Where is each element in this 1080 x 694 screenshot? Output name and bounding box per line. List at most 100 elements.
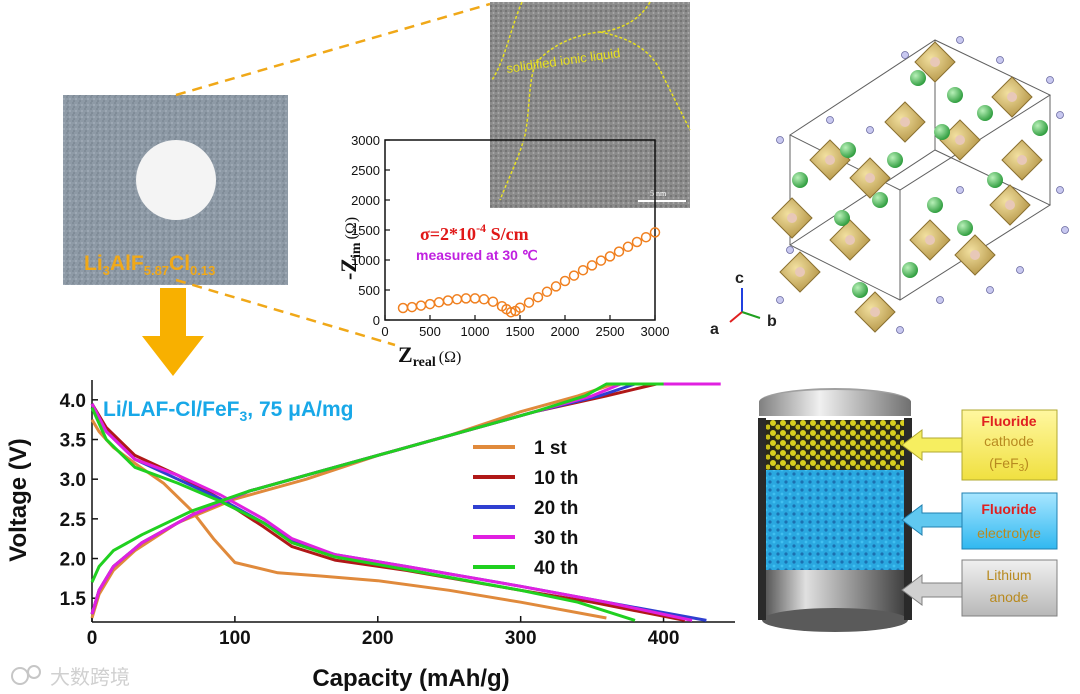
impedance-point <box>487 296 499 307</box>
impedance-axes: 0 500 1000 1500 2000 2500 3000 0 500 1000 1500 2000… <box>351 133 669 339</box>
fluorine-atom <box>1056 111 1064 119</box>
metal-atom <box>845 235 855 245</box>
impedance-point <box>505 306 517 318</box>
legend-label: 1 st <box>534 438 567 459</box>
li-atom <box>872 192 888 208</box>
impedance-point <box>523 297 535 308</box>
voltage-discharge-line <box>90 403 693 622</box>
impedance-point <box>451 294 463 305</box>
impedance-point <box>415 300 427 311</box>
electrolyte-layer <box>762 470 908 570</box>
callout-cathode-title: Fluoride <box>981 413 1036 429</box>
voltage-discharge-line <box>90 407 636 622</box>
pellet-disc <box>136 140 216 220</box>
impedance-points <box>397 227 661 318</box>
impedance-point <box>442 295 454 306</box>
legend-label: 20 th <box>534 498 578 519</box>
voltage-discharge-line <box>90 403 686 622</box>
voltage-chart: 0 100 200 300 400 1.5 2.0 2.5 3.0 3.5 4.0 1 st 10 t… <box>5 380 735 692</box>
down-arrow-icon <box>142 288 204 376</box>
li-atom <box>887 152 903 168</box>
impedance-point <box>478 294 490 305</box>
callout-electrolyte: Fluoride electrolyte <box>901 492 1058 550</box>
metal-atom <box>930 57 940 67</box>
li-atom <box>902 262 918 278</box>
axis-triad-icon: c b a <box>710 270 777 338</box>
li-atom <box>957 220 973 236</box>
impedance-point <box>532 291 544 303</box>
legend-label: 40 th <box>534 558 578 579</box>
voltage-ylabel: Voltage (V) <box>5 438 32 562</box>
voltage-chart-title: Li/LAF-Cl/FeF3, 75 μA/mg <box>103 398 354 424</box>
callout-anode: Lithium anode <box>901 559 1058 617</box>
impedance-xlabel: Zreal (Ω) <box>398 342 461 370</box>
callout-electrolyte-title: Fluoride <box>981 501 1036 517</box>
li-atom <box>977 105 993 121</box>
watermark: 大数跨境 <box>11 665 130 689</box>
crystal-structure: c b a <box>710 36 1069 338</box>
voltage-ytick-label: 2.0 <box>60 550 86 571</box>
impedance-point <box>469 293 481 304</box>
crystal-atoms <box>771 36 1069 334</box>
li-atom <box>834 210 850 226</box>
fluorine-atom <box>1046 76 1054 84</box>
voltage-xtick-label: 200 <box>362 628 394 649</box>
voltage-lines <box>90 382 721 622</box>
axis-c-label: c <box>735 270 744 287</box>
sigma-annotation: σ=2*10-4 S/cm <box>420 221 529 244</box>
impedance-xtick-label: 500 <box>419 324 441 339</box>
impedance-ytick-label: 0 <box>373 313 380 328</box>
impedance-point <box>613 246 625 257</box>
fluorine-atom <box>1061 226 1069 234</box>
impedance-point <box>406 301 418 313</box>
metal-atom <box>900 117 910 127</box>
voltage-axes: 0 100 200 300 400 1.5 2.0 2.5 3.0 3.5 4.0 <box>60 380 735 649</box>
metal-atom <box>870 307 880 317</box>
axis-a-label: a <box>710 321 719 338</box>
legend-label: 30 th <box>534 528 578 549</box>
fluorine-atom <box>896 326 904 334</box>
impedance-point <box>460 293 472 304</box>
callout-cathode-line2: cathode <box>984 433 1034 449</box>
impedance-point <box>631 236 643 248</box>
impedance-ytick-label: 500 <box>358 283 380 298</box>
measured-annotation: measured at 30 ℃ <box>416 247 538 263</box>
fluorine-atom <box>786 246 794 254</box>
battery-illustration <box>758 388 912 632</box>
sample-photo: Li3AlF5.87Cl0.13 <box>63 95 288 285</box>
fluorine-atom <box>901 51 909 59</box>
watermark-text: 大数跨境 <box>50 665 130 689</box>
impedance-point <box>604 251 616 262</box>
cathode-layer <box>762 420 908 470</box>
impedance-point <box>559 275 571 287</box>
fluorine-atom <box>1016 266 1024 274</box>
impedance-ylabel: -Zim(Ω) <box>336 217 364 280</box>
voltage-ytick-label: 1.5 <box>60 589 87 610</box>
voltage-ytick-label: 3.0 <box>60 470 86 491</box>
zoom-line-bottom <box>175 278 396 347</box>
impedance-point <box>397 302 409 314</box>
tem-image: solidified ionic liquid 5 nm <box>490 1 691 208</box>
voltage-ytick-label: 4.0 <box>60 391 86 412</box>
impedance-point <box>514 302 526 313</box>
impedance-ytick-label: 2500 <box>351 163 380 178</box>
voltage-ytick-label: 2.5 <box>60 510 87 531</box>
axis-b-label: b <box>767 313 777 330</box>
fluorine-atom <box>1056 186 1064 194</box>
callout-cathode: Fluoride cathode (FeF3) <box>901 409 1058 481</box>
impedance-point <box>622 241 634 253</box>
li-atom <box>934 124 950 140</box>
voltage-xtick-label: 300 <box>505 628 537 649</box>
voltage-xtick-label: 0 <box>87 628 98 649</box>
fluorine-atom <box>866 126 874 134</box>
metal-atom <box>825 155 835 165</box>
voltage-discharge-line <box>90 403 707 622</box>
fluorine-atom <box>936 296 944 304</box>
impedance-xtick-label: 1500 <box>506 324 535 339</box>
voltage-legend: 1 st 10 th 20 th 30 th 40 th <box>473 438 578 579</box>
voltage-xtick-label: 100 <box>219 628 251 649</box>
tem-scale-label: 5 nm <box>650 189 667 198</box>
impedance-point <box>595 255 607 266</box>
li-atom <box>927 197 943 213</box>
fluorine-atom <box>826 116 834 124</box>
